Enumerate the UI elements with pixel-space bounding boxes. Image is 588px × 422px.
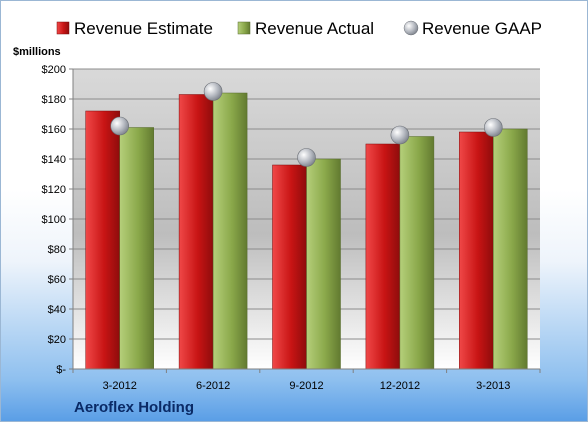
y-axis-ticks: $- $20 $40 $60 $80 $100 $120 $140 $160 $180 $200 [42, 64, 73, 376]
x-tick-label: 9-2012 [289, 380, 323, 392]
gaap-markers [110, 82, 503, 167]
x-tick-label: 6-2012 [196, 380, 230, 392]
marker-revenue-gaap [483, 118, 503, 137]
bar-revenue-actual [212, 92, 248, 370]
y-tick-label: $180 [42, 94, 66, 106]
marker-revenue-gaap [390, 125, 410, 145]
legend-label: Revenue GAAP [422, 19, 542, 38]
x-tick-label: 12-2012 [380, 380, 420, 392]
bar-revenue-estimate [272, 164, 307, 370]
y-tick-label: $160 [42, 124, 66, 136]
y-tick-label: $100 [42, 214, 66, 226]
y-tick-label: $120 [42, 184, 66, 196]
legend: Revenue Estimate Revenue Actual Revenue GA… [56, 19, 542, 38]
legend-item-revenue-actual: Revenue Actual [237, 19, 374, 38]
y-tick-label: $200 [42, 64, 66, 76]
legend-label: Revenue Estimate [74, 19, 213, 38]
bars [85, 92, 528, 370]
bar-revenue-estimate [365, 143, 401, 370]
legend-swatch [237, 21, 251, 35]
x-tick-label: 3-2013 [476, 380, 510, 392]
marker-revenue-gaap [297, 148, 316, 167]
company-name: Aeroflex Holding [74, 399, 195, 416]
x-axis-ticks: 3-2012 6-2012 9-2012 12-2012 3-2013 [72, 369, 541, 392]
marker-revenue-gaap [110, 116, 129, 136]
y-tick-label: $20 [48, 334, 66, 346]
y-tick-label: $80 [48, 244, 66, 256]
legend-item-revenue-gaap: Revenue GAAP [403, 19, 542, 38]
y-tick-label: $140 [42, 154, 66, 166]
y-tick-label: $40 [48, 304, 66, 316]
legend-swatch [56, 21, 70, 35]
y-tick-label: $60 [48, 274, 66, 286]
bar-revenue-actual [399, 136, 435, 370]
y-axis-label: $millions [13, 46, 61, 58]
x-tick-label: 3-2012 [103, 380, 137, 392]
legend-swatch [403, 20, 419, 36]
bar-revenue-estimate [85, 110, 120, 370]
bar-revenue-actual [119, 127, 154, 370]
bar-revenue-estimate [178, 94, 214, 370]
bar-revenue-estimate [459, 131, 494, 370]
bar-revenue-actual [493, 128, 528, 370]
y-tick-label: $- [56, 364, 66, 376]
legend-item-revenue-estimate: Revenue Estimate [56, 19, 213, 38]
marker-revenue-gaap [203, 82, 223, 101]
bar-revenue-actual [306, 158, 341, 370]
legend-label: Revenue Actual [255, 19, 374, 38]
